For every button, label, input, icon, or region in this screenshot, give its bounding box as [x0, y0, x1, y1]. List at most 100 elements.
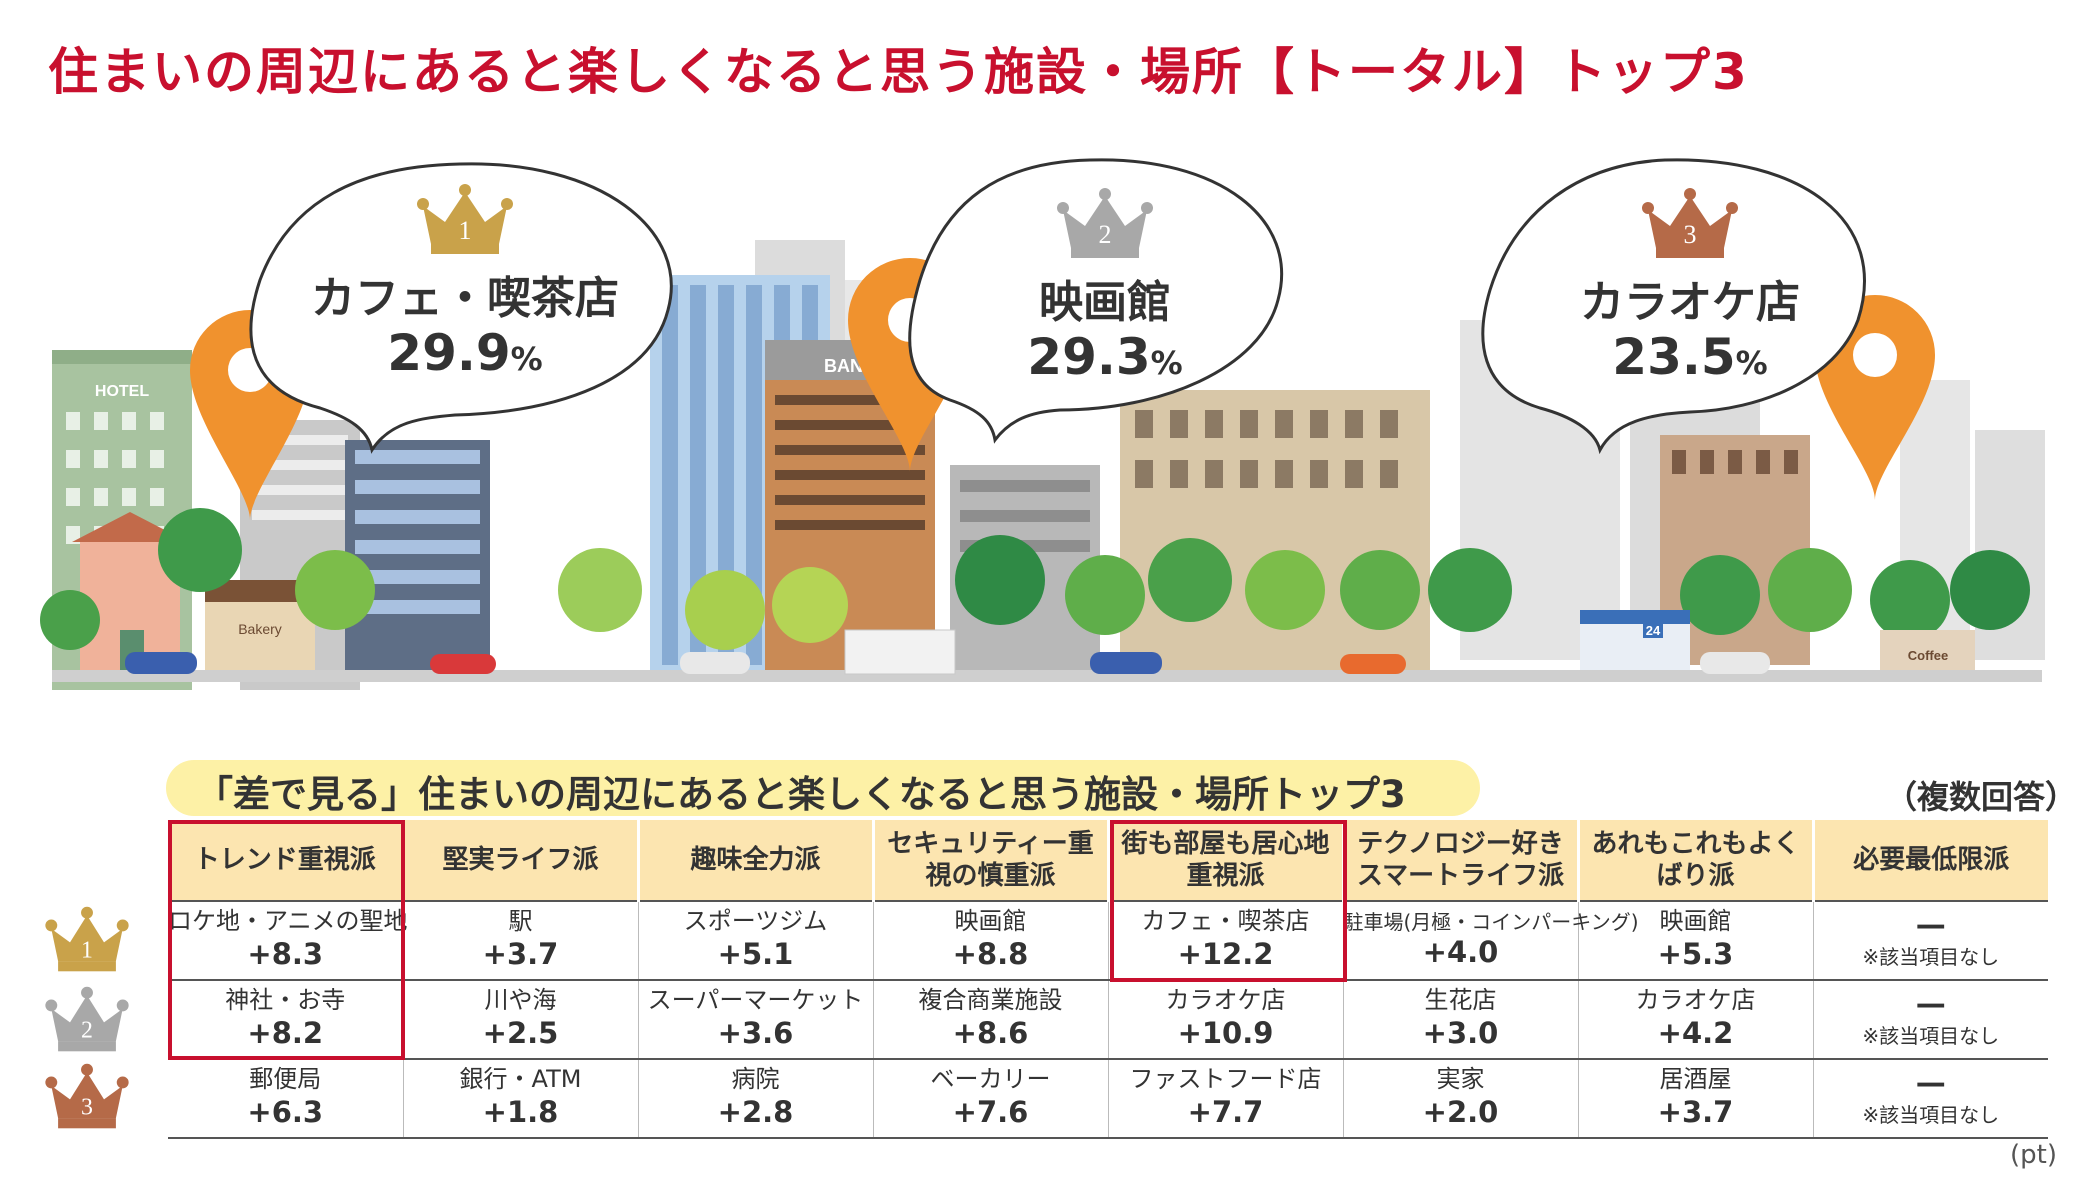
diff-value: +8.3 [247, 937, 324, 972]
top2-value: 29.3% [965, 330, 1245, 385]
diff-value: +2.0 [1422, 1095, 1499, 1130]
bakery-sign: Bakery [238, 621, 282, 637]
column-header: 趣味全力派 [636, 820, 873, 901]
diff-value: +2.5 [482, 1016, 559, 1051]
top1-name: カフェ・喫茶店 [311, 273, 619, 324]
rank-number: 2 [81, 1018, 93, 1044]
table-cell: 居酒屋 +3.7 [1577, 1059, 1813, 1139]
column-header: 街も部屋も居心地重視派 [1106, 820, 1343, 901]
page-title: 住まいの周辺にあると楽しくなると思う施設・場所【トータル】トップ3 [48, 43, 1749, 101]
table-cell: カフェ・喫茶店 +12.2 [1107, 900, 1343, 981]
gold-crown-icon: 1 [417, 184, 513, 254]
diff-value: +3.7 [1657, 1095, 1734, 1130]
table-row: 神社・お寺 +8.2 川や海 +2.5 スーパーマーケット +3.6 複合商業施設 +8… [168, 980, 2048, 1060]
table-cell: 実家 +2.0 [1342, 1059, 1578, 1139]
silver-crown-icon: 2 [1057, 188, 1153, 258]
table-cell: ロケ地・アニメの聖地 +8.3 [168, 900, 408, 981]
subtitle-background [166, 760, 1480, 816]
bakery-shop: Bakery [205, 580, 315, 680]
diff-value: +4.0 [1422, 934, 1499, 969]
table-row: ロケ地・アニメの聖地 +8.3 駅 +3.7 スポーツジム +5.1 映画館 +8.8 … [168, 900, 2048, 981]
rank-number: 3 [81, 1095, 93, 1121]
place-name: 実家 [1436, 1065, 1485, 1094]
column-header: トレンド重視派 [168, 820, 403, 901]
no-item-note: ※該当項目なし [1862, 1024, 2000, 1048]
table-cell: カラオケ店 +10.9 [1107, 980, 1343, 1060]
top1-bubble: 1 カフェ・喫茶店 29.9% [310, 182, 620, 381]
place-name: 映画館 [954, 907, 1027, 936]
city-illustration: HOTEL BANK [40, 158, 2045, 690]
table-row: 郵便局 +6.3 銀行・ATM +1.8 病院 +2.8 ベーカリー +7.6 ファスト… [168, 1059, 2048, 1139]
top1-number: 29.9 [387, 324, 511, 382]
place-name: 川や海 [484, 986, 557, 1015]
difference-table: トレンド重視派 堅実ライフ派 趣味全力派 セキュリティー重視の慎重派 街も部屋も… [168, 820, 2048, 1139]
coffee-shop: Coffee [1880, 630, 1975, 675]
ground [52, 670, 2042, 682]
rank-number: 1 [459, 216, 472, 245]
top2-name: 映画館 [1039, 277, 1171, 328]
column-header: 必要最低限派 [1811, 820, 2048, 901]
place-name: 映画館 [1659, 907, 1732, 936]
rank-number: 1 [81, 938, 93, 964]
rank-number: 3 [1684, 220, 1697, 249]
place-name: 郵便局 [249, 1065, 322, 1094]
place-name: 生花店 [1424, 986, 1497, 1015]
diff-value: +3.0 [1422, 1016, 1499, 1051]
place-name: ファストフード店 [1129, 1065, 1322, 1094]
place-name: スポーツジム [683, 907, 828, 936]
multiple-answer-note: （複数回答） [1885, 778, 2078, 816]
diff-value: +8.2 [247, 1016, 324, 1051]
silver-crown-icon: 2 [45, 986, 129, 1052]
column-header: あれもこれもよくばり派 [1576, 820, 1813, 901]
column-header: テクノロジー好きスマートライフ派 [1341, 820, 1578, 901]
table-cell: — ※該当項目なし [1812, 900, 2048, 981]
place-name: ロケ地・アニメの聖地 [168, 907, 408, 936]
top3-name: カラオケ店 [1580, 277, 1800, 328]
table-header-row: トレンド重視派 堅実ライフ派 趣味全力派 セキュリティー重視の慎重派 街も部屋も… [168, 820, 2048, 901]
diff-value: +8.6 [952, 1016, 1029, 1051]
place-name: カフェ・喫茶店 [1141, 907, 1310, 936]
place-name: 駅 [508, 907, 533, 936]
table-cell: カラオケ店 +4.2 [1577, 980, 1813, 1060]
no-item-note: ※該当項目なし [1862, 945, 2000, 969]
coffee-sign: Coffee [1908, 648, 1948, 663]
table-cell: 映画館 +5.3 [1577, 900, 1813, 981]
table-cell: 郵便局 +6.3 [168, 1059, 403, 1139]
place-name: 駐車場(月極・コインパーキング) [1343, 909, 1639, 934]
no-item-dash: — [1915, 908, 1946, 943]
table-subtitle: 「差で見る」住まいの周辺にあると楽しくなると思う施設・場所トップ3 [196, 773, 1406, 816]
convenience-store: 24 [1580, 610, 1690, 675]
top2-unit: % [1150, 344, 1183, 382]
top3-number: 23.5 [1612, 328, 1736, 386]
table-cell: 生花店 +3.0 [1342, 980, 1578, 1060]
diff-value: +4.2 [1657, 1016, 1734, 1051]
table-cell: 病院 +2.8 [637, 1059, 873, 1139]
table-cell: ファストフード店 +7.7 [1107, 1059, 1343, 1139]
place-name: スーパーマーケット [647, 986, 864, 1015]
diff-value: +12.2 [1177, 937, 1274, 972]
conbini-sign: 24 [1646, 623, 1661, 638]
street-trees [40, 508, 2030, 650]
diff-value: +1.8 [482, 1095, 559, 1130]
place-name: 病院 [731, 1065, 780, 1094]
diff-value: +5.1 [717, 937, 794, 972]
column-header: セキュリティー重視の慎重派 [871, 820, 1108, 901]
place-name: 神社・お寺 [225, 986, 346, 1015]
table-cell: 複合商業施設 +8.6 [872, 980, 1108, 1060]
diff-value: +10.9 [1177, 1016, 1274, 1051]
unit-label: (pt) [2010, 1140, 2057, 1170]
top2-number: 29.3 [1027, 328, 1151, 386]
diff-value: +8.8 [952, 937, 1029, 972]
blue-tower [345, 440, 490, 680]
place-name: 銀行・ATM [459, 1065, 582, 1094]
top3-value: 23.5% [1540, 330, 1840, 385]
place-name: ベーカリー [930, 1065, 1051, 1094]
no-item-dash: — [1915, 1066, 1946, 1101]
speech-bubbles [249, 158, 1866, 455]
table-cell: 神社・お寺 +8.2 [168, 980, 403, 1060]
top3-bubble: 3 カラオケ店 23.5% [1540, 186, 1840, 385]
top2-bubble: 2 映画館 29.3% [965, 186, 1245, 385]
no-item-dash: — [1915, 987, 1946, 1022]
bronze-crown-icon: 3 [45, 1063, 129, 1129]
cars [125, 629, 1770, 675]
